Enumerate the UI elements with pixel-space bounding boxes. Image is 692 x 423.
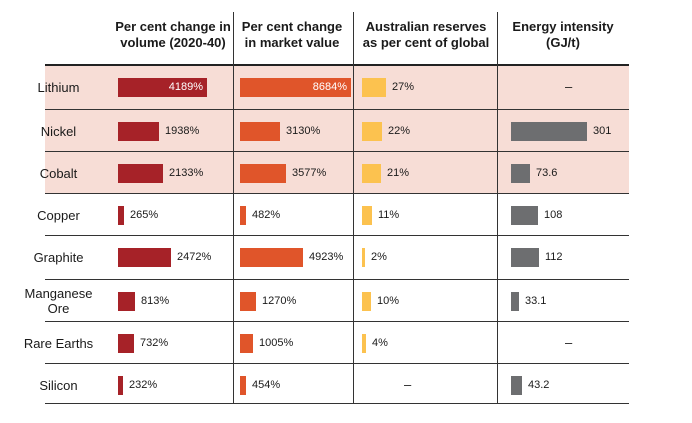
header-reserves: Australian reserves as per cent of globa… (362, 19, 490, 50)
header-rule (45, 64, 629, 66)
market-value-label: 454% (252, 379, 281, 391)
mineral-label: Copper (37, 207, 80, 223)
mineral-label: Manganese Ore (24, 286, 93, 316)
row-divider (45, 363, 629, 364)
market-value-label: 4923% (309, 251, 344, 263)
energy-value-label: 108 (544, 209, 563, 221)
reserves-missing-value: – (404, 377, 412, 392)
reserves-bar (362, 206, 372, 225)
market-bar (240, 164, 286, 183)
volume-value-label: 732% (140, 337, 169, 349)
mineral-label: Nickel (40, 123, 77, 139)
column-divider (497, 12, 498, 404)
row-divider (45, 151, 629, 152)
mineral-label: Graphite (33, 249, 84, 265)
volume-bar (118, 248, 171, 267)
reserves-bar (362, 334, 366, 353)
energy-missing-value: – (565, 335, 573, 350)
reserves-bar (362, 122, 382, 141)
volume-bar (118, 206, 124, 225)
market-bar (240, 122, 280, 141)
market-bar (240, 78, 351, 97)
row-divider (45, 235, 629, 236)
volume-value-label: 2133% (169, 167, 204, 179)
row-divider (45, 279, 629, 280)
energy-bar (511, 164, 530, 183)
market-bar (240, 376, 246, 395)
market-value-label: 482% (252, 209, 281, 221)
market-bar (240, 334, 253, 353)
market-value-label: 3577% (292, 167, 327, 179)
market-value-label: 1005% (259, 337, 294, 349)
mineral-label: Rare Earths (23, 335, 94, 351)
energy-value-label: 33.1 (525, 295, 547, 307)
energy-value-label: 73.6 (536, 167, 558, 179)
energy-missing-value: – (565, 79, 573, 94)
market-value-label: 3130% (286, 125, 321, 137)
market-bar (240, 206, 246, 225)
energy-value-label: 301 (593, 125, 612, 137)
energy-value-label: 112 (545, 251, 563, 263)
header-energy-intensity: Energy intensity (GJ/t) (512, 19, 614, 50)
bottom-rule (45, 403, 629, 404)
volume-value-label: 1938% (165, 125, 200, 137)
reserves-value-label: 27% (392, 81, 415, 93)
header-volume: Per cent change in volume (2020-40) (115, 19, 231, 50)
reserves-bar (362, 164, 381, 183)
market-value-label: 8684% (312, 81, 347, 93)
volume-bar (118, 78, 207, 97)
row-divider (45, 109, 629, 110)
column-divider (233, 12, 234, 404)
volume-bar (118, 122, 159, 141)
volume-bar (118, 292, 135, 311)
row-divider (45, 193, 629, 194)
energy-value-label: 43.2 (528, 379, 550, 391)
reserves-bar (362, 292, 371, 311)
header-market-value: Per cent change in market value (241, 19, 343, 50)
row-divider (45, 321, 629, 322)
reserves-value-label: 21% (387, 167, 410, 179)
volume-value-label: 232% (129, 379, 158, 391)
reserves-bar (362, 248, 365, 267)
market-bar (240, 292, 256, 311)
market-bar (240, 248, 303, 267)
volume-value-label: 813% (141, 295, 170, 307)
volume-bar (118, 334, 134, 353)
reserves-value-label: 11% (378, 209, 400, 221)
mineral-label: Lithium (37, 79, 80, 95)
market-value-label: 1270% (262, 295, 297, 307)
volume-value-label: 4189% (168, 81, 203, 93)
reserves-value-label: 2% (371, 251, 387, 263)
reserves-bar (362, 78, 386, 97)
column-divider (353, 12, 354, 404)
mineral-label: Cobalt (39, 165, 78, 181)
reserves-value-label: 4% (372, 337, 388, 349)
energy-bar (511, 292, 519, 311)
energy-bar (511, 206, 538, 225)
reserves-value-label: 22% (388, 125, 411, 137)
energy-bar (511, 248, 539, 267)
volume-bar (118, 164, 163, 183)
reserves-value-label: 10% (377, 295, 400, 307)
energy-bar (511, 376, 522, 395)
volume-bar (118, 376, 123, 395)
volume-value-label: 265% (130, 209, 159, 221)
volume-value-label: 2472% (177, 251, 212, 263)
mineral-label: Silicon (39, 377, 78, 393)
energy-bar (511, 122, 587, 141)
